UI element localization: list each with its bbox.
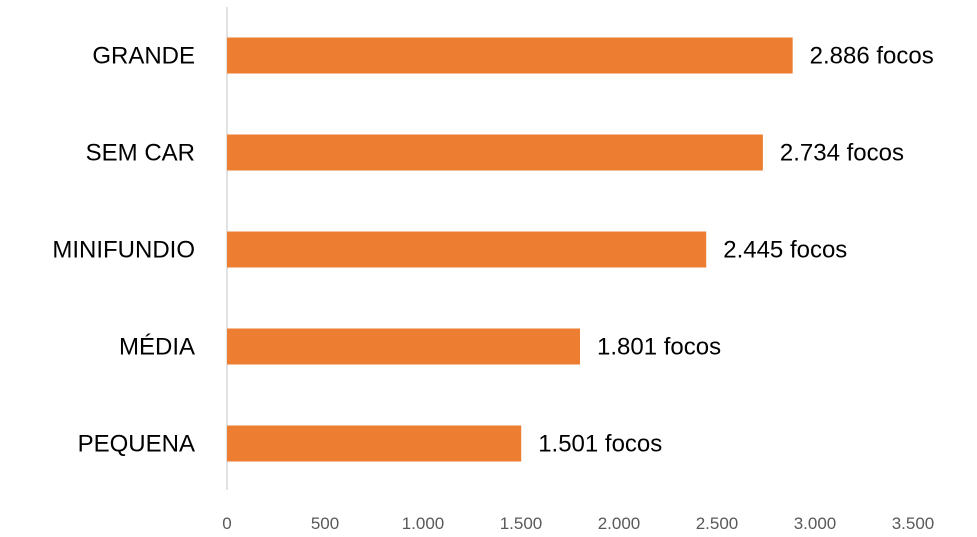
x-tick-labels: 0 500 1.000 1.500 2.000 2.500 3.000 3.500 (222, 514, 934, 533)
data-label: 2.734 focos (780, 140, 904, 167)
data-labels: 2.886 focos 2.734 focos 2.445 focos 1.801 f… (538, 43, 934, 458)
x-tick-label: 500 (311, 514, 339, 533)
bar-m-dia (227, 328, 580, 365)
bar-grande (227, 37, 793, 74)
data-label: 1.801 focos (597, 334, 721, 361)
x-tick-label: 0 (222, 514, 231, 533)
category-label: MINIFUNDIO (52, 237, 195, 264)
x-tick-label: 3.000 (794, 514, 837, 533)
bars-layer (227, 37, 793, 462)
x-tick-label: 2.500 (696, 514, 739, 533)
data-label: 2.445 focos (723, 237, 847, 264)
category-labels: GRANDE SEM CAR MINIFUNDIO MÉDIA PEQUENA (52, 43, 195, 458)
x-tick-label: 1.000 (402, 514, 445, 533)
data-label: 2.886 focos (810, 43, 934, 70)
data-label: 1.501 focos (538, 431, 662, 458)
x-tick-label: 2.000 (598, 514, 641, 533)
x-tick-label: 3.500 (892, 514, 935, 533)
x-tick-label: 1.500 (500, 514, 543, 533)
category-label: SEM CAR (86, 140, 195, 167)
category-label: GRANDE (92, 43, 195, 70)
category-label: PEQUENA (78, 431, 195, 458)
bar-sem-car (227, 134, 763, 171)
bar-minifundio (227, 231, 707, 268)
category-label: MÉDIA (119, 334, 195, 361)
bar-pequena (227, 425, 522, 462)
